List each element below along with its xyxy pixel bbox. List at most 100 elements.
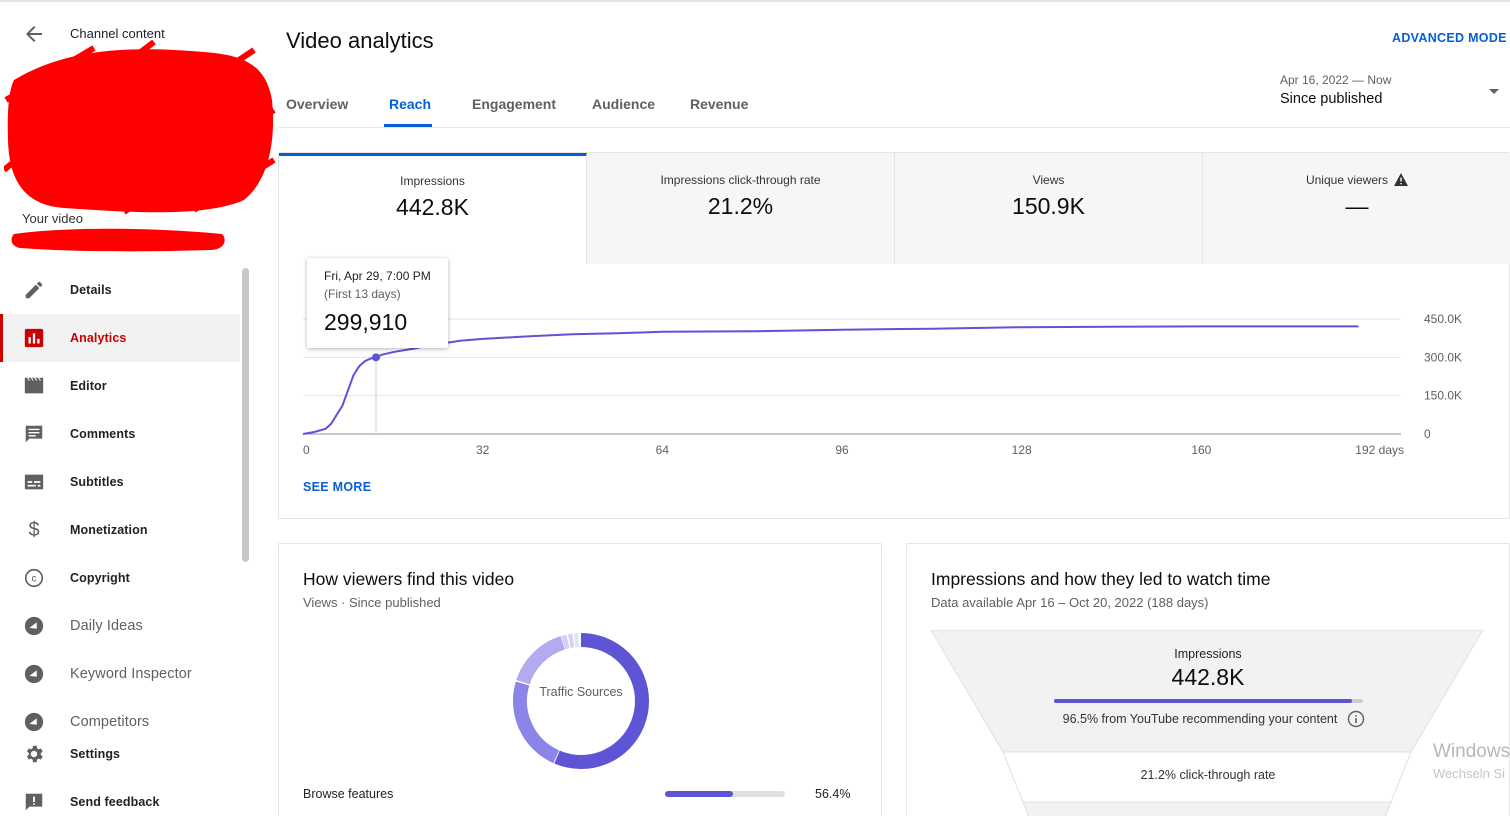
- gear-icon: [22, 742, 46, 766]
- watermark-line1: Windows: [1433, 741, 1510, 762]
- x-tick-label: 192 days: [1355, 443, 1404, 457]
- dollar-icon: $: [28, 518, 40, 541]
- highlight-point: [371, 353, 380, 362]
- redaction-scribble-title: [11, 228, 225, 252]
- tab-revenue[interactable]: Revenue: [690, 96, 749, 112]
- recommended-bar-fill: [1054, 699, 1353, 703]
- y-tick-label: 300.0K: [1424, 350, 1462, 364]
- nav-comments[interactable]: Comments: [0, 410, 240, 458]
- donut-center-label: Traffic Sources: [539, 685, 623, 699]
- nav-label: Comments: [70, 427, 136, 441]
- clapper-icon: [22, 374, 46, 398]
- tab-overview[interactable]: Overview: [286, 96, 349, 112]
- donut-segment-4[interactable]: [510, 630, 652, 772]
- extension-icon: [22, 662, 46, 686]
- source-bar-fill: [665, 791, 733, 797]
- advanced-mode-button[interactable]: ADVANCED MODE: [1392, 31, 1507, 45]
- comment-icon: [22, 422, 46, 446]
- source-percent: 56.4%: [815, 787, 851, 801]
- metric-label: Impressions: [400, 174, 465, 188]
- metric-impressions[interactable]: Impressions 442.8K: [279, 153, 587, 264]
- funnel-impressions-value: 442.8K: [1171, 664, 1245, 690]
- sidebar: Channel content Your video Details Analy…: [0, 2, 276, 816]
- subtitles-icon: [22, 470, 46, 494]
- source-bar-track: [665, 791, 785, 797]
- recommended-note: 96.5% from YouTube recommending your con…: [1062, 712, 1338, 726]
- y-tick-label: 0: [1424, 427, 1431, 441]
- donut-segment-2[interactable]: [510, 630, 652, 772]
- chart-tooltip: Fri, Apr 29, 7:00 PM (First 13 days) 299…: [307, 258, 448, 348]
- donut-segment-browse[interactable]: [513, 633, 649, 769]
- back-arrow-icon[interactable]: [22, 22, 46, 46]
- nav-keyword-inspector[interactable]: Keyword Inspector: [0, 650, 240, 698]
- nav-settings[interactable]: Settings: [0, 730, 240, 778]
- tab-audience[interactable]: Audience: [592, 96, 656, 112]
- x-tick-label: 32: [476, 443, 490, 457]
- nav-label: Monetization: [70, 523, 148, 537]
- nav-copyright[interactable]: c Copyright: [0, 554, 240, 602]
- card-subtitle: Views · Since published: [303, 595, 441, 610]
- traffic-donut-chart[interactable]: [510, 630, 652, 772]
- date-picker[interactable]: Since published: [1280, 91, 1383, 107]
- donut-segment-6[interactable]: [513, 633, 649, 769]
- nav-label: Daily Ideas: [70, 618, 143, 634]
- tab-reach[interactable]: Reach: [389, 96, 432, 112]
- nav-analytics[interactable]: Analytics: [0, 314, 240, 362]
- nav-competitors[interactable]: Competitors: [0, 698, 240, 746]
- nav-label: Competitors: [70, 714, 150, 730]
- page-title: Video analytics: [286, 28, 434, 53]
- nav-send-feedback[interactable]: Send feedback: [0, 778, 240, 816]
- analytics-icon: [22, 326, 46, 350]
- impressions-line-chart[interactable]: 0 150.0K 300.0K 450.0K 0 32 64 96 128 160 192 days: [278, 264, 1510, 474]
- donut-segment-5[interactable]: [510, 630, 652, 772]
- info-icon[interactable]: [1347, 710, 1365, 728]
- x-tick-label: 160: [1191, 443, 1211, 457]
- nav-details[interactable]: Details: [0, 266, 240, 314]
- nav-label: Subtitles: [70, 475, 124, 489]
- copyright-icon: c: [22, 566, 46, 590]
- metric-label: Impressions click-through rate: [660, 173, 821, 187]
- nav-label: Details: [70, 283, 112, 297]
- nav-label: Settings: [70, 747, 121, 761]
- warning-icon[interactable]: [1394, 173, 1409, 186]
- funnel-impressions-label: Impressions: [1174, 647, 1242, 661]
- y-tick-label: 450.0K: [1424, 312, 1462, 326]
- metric-ctr[interactable]: Impressions click-through rate 21.2%: [587, 153, 895, 264]
- header-divider: [278, 127, 1510, 128]
- nav-label: Copyright: [70, 571, 130, 585]
- svg-text:c: c: [31, 574, 36, 585]
- caret-down-icon[interactable]: [1488, 88, 1500, 96]
- tab-engagement[interactable]: Engagement: [472, 96, 557, 112]
- donut-segment-3[interactable]: [510, 630, 652, 772]
- x-tick-label: 64: [656, 443, 670, 457]
- nav-label: Keyword Inspector: [70, 666, 192, 682]
- x-tick-label: 96: [835, 443, 849, 457]
- windows-activation-watermark: Windows Wechseln Si: [1433, 741, 1510, 785]
- nav-label: Editor: [70, 379, 107, 393]
- nav-subtitles[interactable]: Subtitles: [0, 458, 240, 506]
- feedback-icon: [22, 790, 46, 814]
- impressions-funnel-card: Impressions and how they led to watch ti…: [906, 543, 1510, 816]
- nav-daily-ideas[interactable]: Daily Ideas: [0, 602, 240, 650]
- nav-label: Send feedback: [70, 795, 160, 809]
- metric-views[interactable]: Views 150.9K: [895, 153, 1203, 264]
- recommended-bar-track: [1054, 699, 1363, 703]
- nav-monetization[interactable]: $ Monetization: [0, 506, 240, 554]
- source-label: Browse features: [303, 787, 394, 801]
- channel-content-link[interactable]: Channel content: [70, 26, 165, 41]
- traffic-sources-card: How viewers find this video Views · Sinc…: [278, 543, 882, 816]
- top-border: [0, 0, 1510, 2]
- card-title: Impressions and how they led to watch ti…: [931, 569, 1271, 589]
- metric-label: Unique viewers: [1203, 173, 1510, 187]
- sidebar-scrollbar[interactable]: [242, 268, 249, 562]
- date-range-text[interactable]: Apr 16, 2022 — Now: [1280, 73, 1392, 87]
- see-more-link[interactable]: SEE MORE: [303, 480, 372, 494]
- x-tick-label: 0: [303, 443, 310, 457]
- metric-unique-viewers[interactable]: Unique viewers —: [1203, 153, 1510, 264]
- nav-editor[interactable]: Editor: [0, 362, 240, 410]
- tooltip-subtitle: (First 13 days): [324, 287, 401, 301]
- metric-value: 150.9K: [1012, 193, 1085, 219]
- watermark-line2: Wechseln Si: [1433, 766, 1506, 781]
- your-video-label: Your video: [22, 211, 83, 226]
- active-tab-indicator: [384, 124, 432, 127]
